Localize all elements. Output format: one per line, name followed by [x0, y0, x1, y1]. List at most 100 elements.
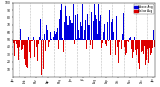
Bar — [149, 40, 150, 48]
Bar — [15, 40, 16, 41]
Bar — [124, 40, 125, 47]
Bar — [50, 32, 51, 40]
Bar — [97, 34, 98, 40]
Bar — [143, 40, 144, 54]
Bar — [88, 25, 89, 40]
Bar — [105, 40, 106, 44]
Bar — [136, 40, 137, 55]
Bar — [142, 40, 143, 51]
Bar — [19, 40, 20, 47]
Bar — [122, 34, 123, 40]
Bar — [33, 37, 34, 40]
Bar — [36, 40, 37, 47]
Bar — [64, 22, 65, 40]
Bar — [151, 40, 152, 68]
Bar — [112, 19, 113, 40]
Bar — [51, 39, 52, 40]
Bar — [62, 38, 63, 40]
Bar — [89, 25, 90, 40]
Bar — [40, 19, 41, 40]
Bar — [41, 40, 42, 75]
Bar — [153, 30, 154, 40]
Bar — [128, 40, 129, 42]
Bar — [82, 4, 83, 40]
Bar — [63, 40, 64, 52]
Bar — [27, 40, 28, 68]
Bar — [25, 40, 26, 65]
Bar — [31, 40, 32, 41]
Bar — [67, 25, 68, 40]
Bar — [154, 40, 155, 47]
Bar — [150, 40, 151, 55]
Bar — [47, 30, 48, 40]
Bar — [75, 15, 76, 40]
Bar — [57, 28, 58, 40]
Bar — [72, 23, 73, 40]
Bar — [84, 30, 85, 40]
Bar — [34, 40, 35, 57]
Bar — [60, 10, 61, 40]
Bar — [134, 37, 135, 40]
Bar — [101, 40, 102, 48]
Bar — [43, 40, 44, 69]
Bar — [26, 40, 27, 67]
Bar — [147, 40, 148, 49]
Bar — [24, 40, 25, 59]
Bar — [59, 19, 60, 40]
Bar — [139, 40, 140, 69]
Bar — [13, 40, 14, 43]
Bar — [141, 40, 142, 52]
Bar — [108, 40, 109, 41]
Bar — [119, 40, 120, 42]
Bar — [65, 6, 66, 40]
Bar — [87, 14, 88, 40]
Bar — [45, 40, 46, 51]
Bar — [148, 40, 149, 63]
Bar — [135, 31, 136, 40]
Bar — [113, 32, 114, 40]
Bar — [71, 23, 72, 40]
Bar — [73, 4, 74, 40]
Bar — [109, 10, 110, 40]
Bar — [115, 40, 116, 55]
Bar — [16, 40, 17, 59]
Bar — [61, 4, 62, 40]
Bar — [91, 12, 92, 40]
Bar — [39, 37, 40, 40]
Bar — [76, 39, 77, 40]
Bar — [133, 40, 134, 52]
Bar — [48, 40, 49, 47]
Bar — [146, 40, 147, 60]
Bar — [138, 40, 139, 63]
Bar — [130, 37, 131, 40]
Bar — [127, 40, 128, 41]
Bar — [80, 22, 81, 40]
Bar — [56, 32, 57, 40]
Bar — [131, 40, 132, 49]
Bar — [70, 20, 71, 40]
Bar — [106, 40, 107, 46]
Bar — [95, 15, 96, 40]
Bar — [132, 40, 133, 58]
Bar — [99, 21, 100, 40]
Bar — [38, 40, 39, 44]
Bar — [29, 40, 30, 52]
Bar — [20, 29, 21, 40]
Bar — [85, 20, 86, 40]
Bar — [83, 39, 84, 40]
Bar — [123, 13, 124, 40]
Bar — [66, 16, 67, 40]
Bar — [30, 40, 31, 58]
Bar — [81, 26, 82, 40]
Bar — [49, 40, 50, 42]
Bar — [100, 15, 101, 40]
Bar — [46, 25, 47, 40]
Bar — [117, 40, 118, 47]
Bar — [152, 40, 153, 48]
Bar — [118, 40, 119, 63]
Bar — [125, 40, 126, 55]
Bar — [21, 40, 22, 50]
Bar — [107, 22, 108, 40]
Bar — [54, 31, 55, 40]
Bar — [42, 39, 43, 40]
